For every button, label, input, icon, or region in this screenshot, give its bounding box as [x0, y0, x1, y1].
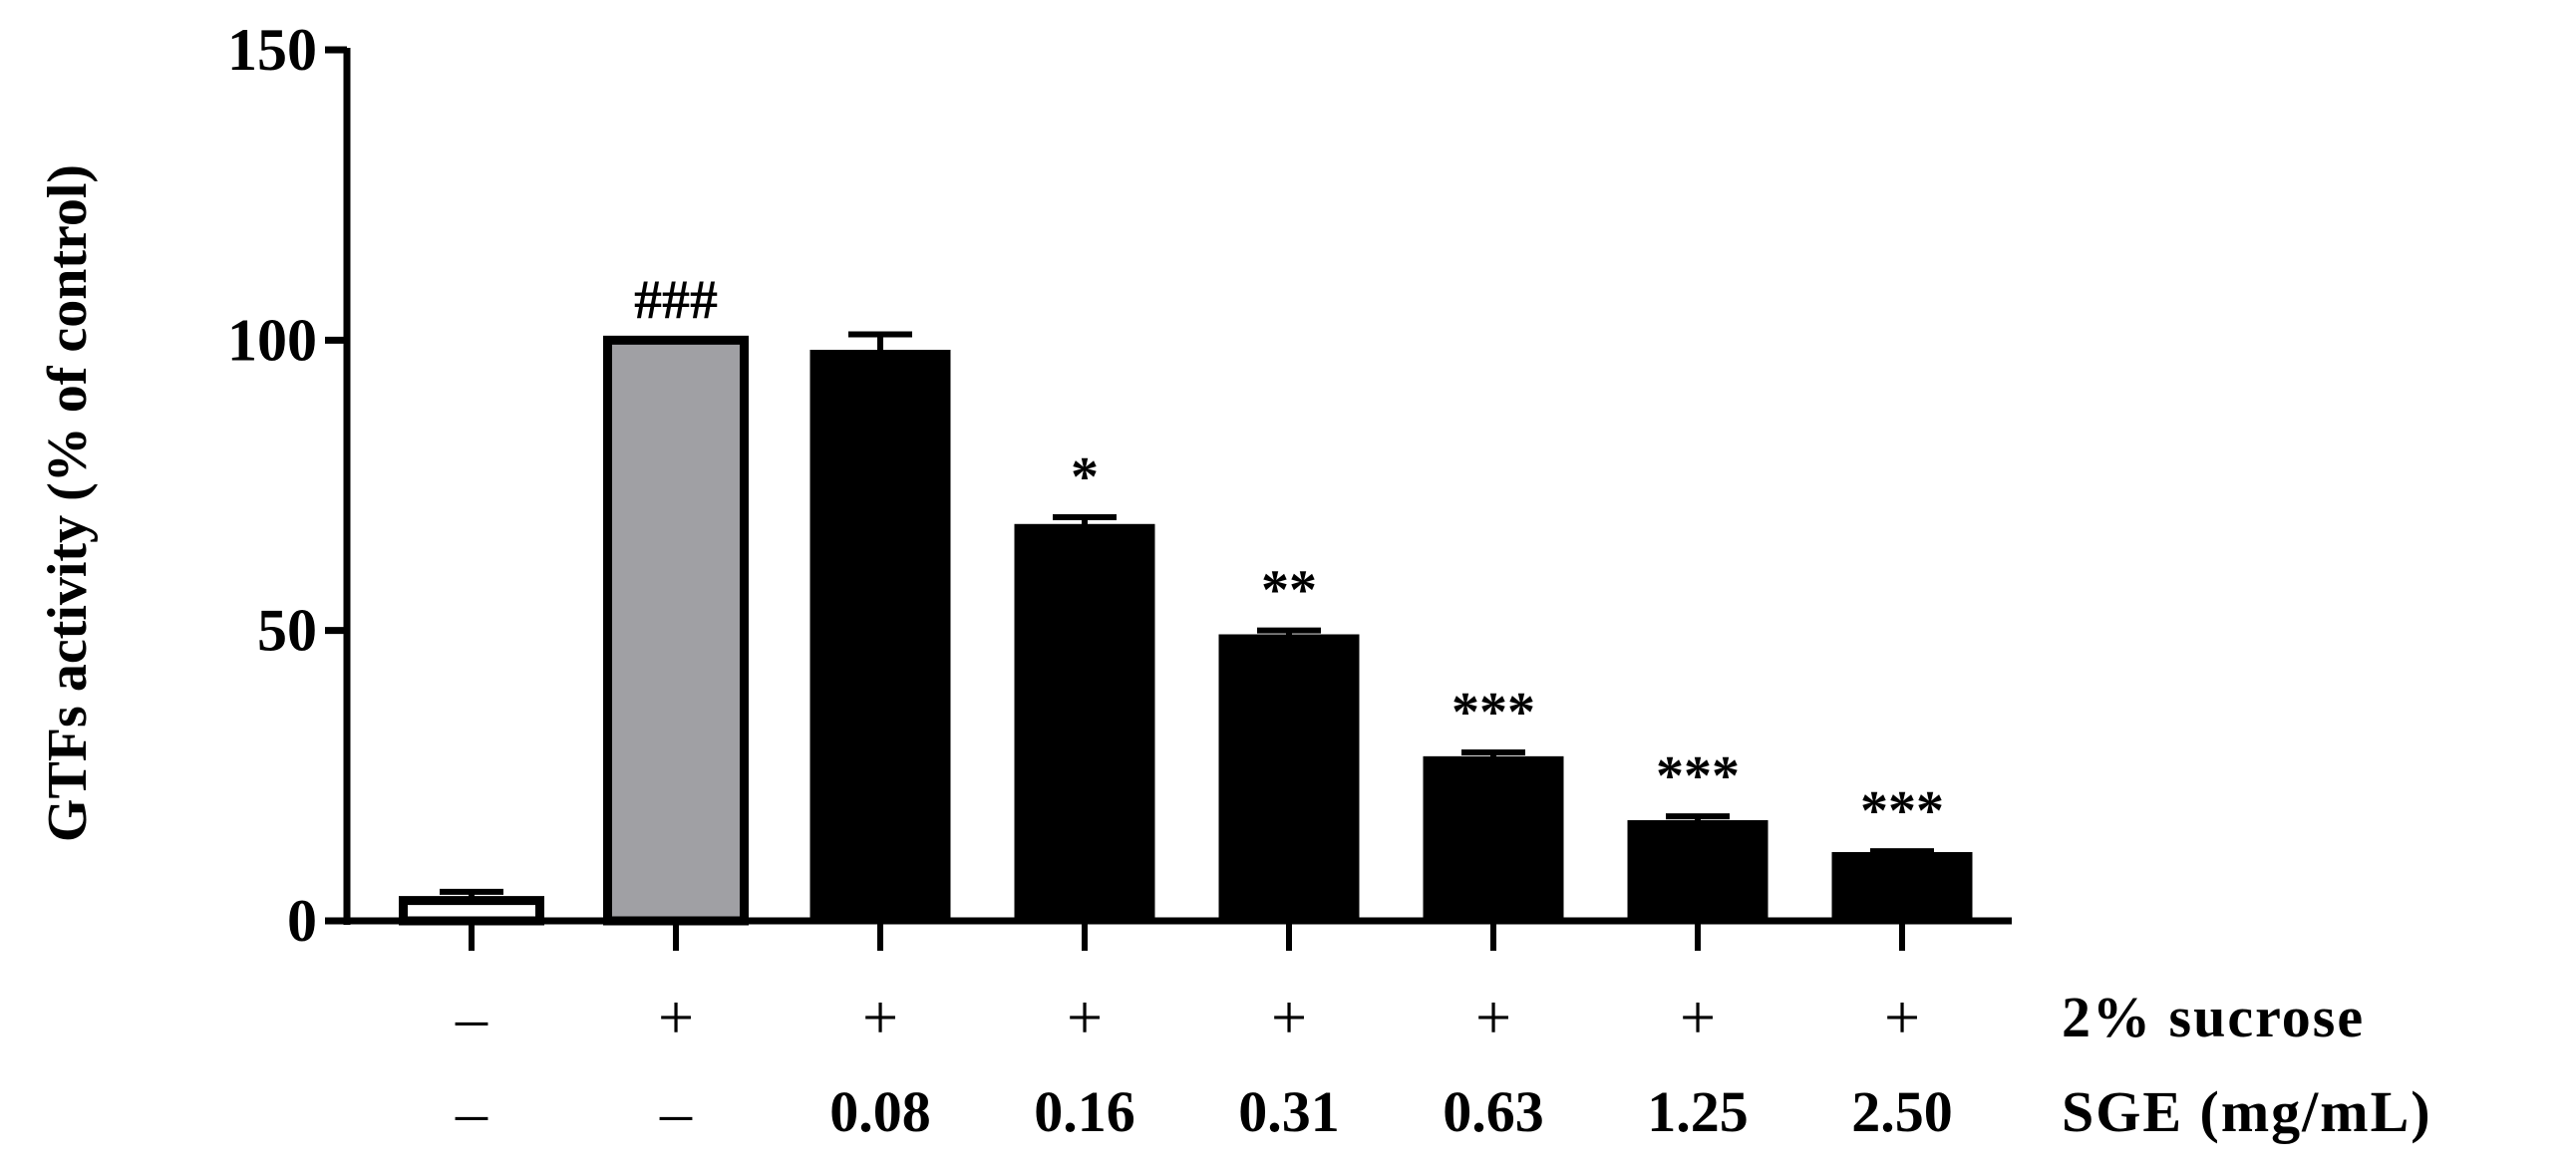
bars [399, 331, 1973, 926]
condition-value: 2.50 [1851, 1079, 1953, 1144]
condition-value: 0.16 [1034, 1079, 1135, 1144]
significance-label: ** [1261, 560, 1317, 622]
y-tick-label: 100 [227, 307, 317, 373]
y-tick-label: 150 [227, 17, 317, 83]
condition-value: + [658, 982, 694, 1052]
condition-row-label: 2% sucrose [2062, 985, 2365, 1049]
condition-value: – [455, 982, 488, 1052]
condition-value: – [659, 1076, 693, 1147]
condition-value: + [1067, 982, 1103, 1052]
condition-value: 0.08 [829, 1079, 931, 1144]
bar [1831, 851, 1973, 924]
bar [1014, 523, 1155, 924]
bar [1627, 819, 1769, 923]
condition-value: + [862, 982, 898, 1052]
condition-value: 0.63 [1443, 1079, 1544, 1144]
bar [399, 896, 544, 926]
significance-label: *** [1656, 745, 1740, 807]
axes [325, 46, 2012, 951]
significance-label: * [1071, 446, 1099, 508]
condition-value: + [1475, 982, 1511, 1052]
significance-label: *** [1860, 780, 1944, 842]
bar [1218, 634, 1360, 923]
condition-value: 1.25 [1647, 1079, 1749, 1144]
condition-value: – [455, 1076, 488, 1147]
condition-value: 0.31 [1238, 1079, 1340, 1144]
bar [603, 335, 749, 926]
condition-row-label: SGE (mg/mL) [2062, 1079, 2432, 1144]
y-tick-label: 50 [257, 598, 317, 664]
condition-value: + [1884, 982, 1920, 1052]
bar [809, 349, 951, 923]
bar [1423, 755, 1564, 923]
condition-value: + [1680, 982, 1716, 1052]
y-tick-label: 0 [287, 888, 317, 954]
condition-value: + [1271, 982, 1307, 1052]
y-axis-label: GTFs activity (% of control) [37, 164, 99, 842]
significance-label: ### [634, 269, 718, 331]
significance-label: *** [1451, 682, 1535, 743]
